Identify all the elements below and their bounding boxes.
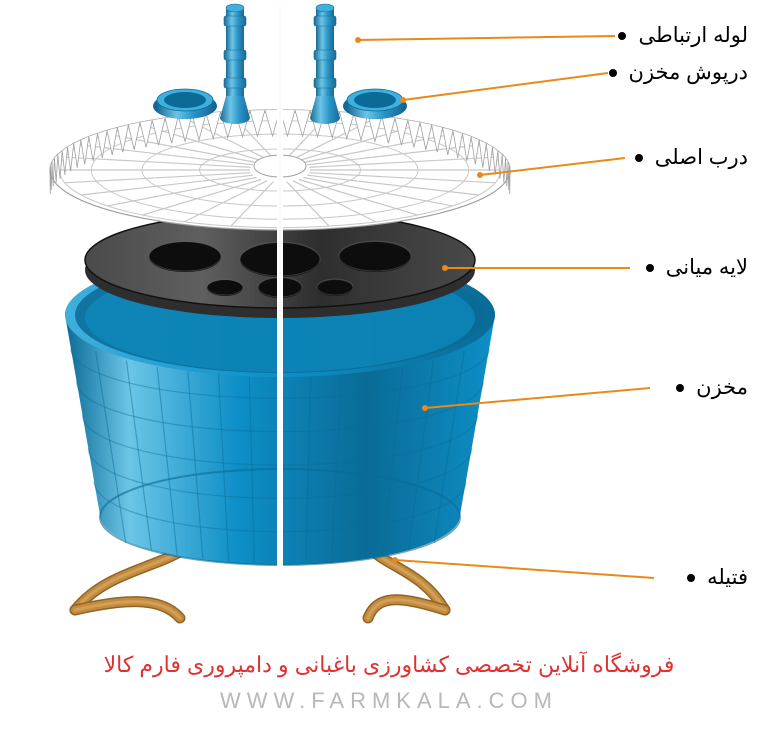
label-item-5: فتیله: [687, 565, 748, 590]
footer-main: فروشگاه آنلاین تخصصی کشاورزی باغبانی و د…: [0, 652, 778, 678]
label-text: درب اصلی: [655, 145, 748, 170]
label-item-1: درپوش مخزن: [609, 60, 748, 85]
label-item-0: لوله ارتباطی: [618, 23, 748, 48]
bullet-icon: [609, 69, 617, 77]
bullet-icon: [676, 384, 684, 392]
label-text: لایه میانی: [666, 255, 748, 280]
label-item-3: لایه میانی: [646, 255, 748, 280]
label-text: درپوش مخزن: [629, 60, 748, 85]
bullet-icon: [618, 32, 626, 40]
diagram-canvas: [0, 0, 778, 736]
label-item-2: درب اصلی: [635, 145, 748, 170]
label-item-4: مخزن: [676, 375, 748, 400]
footer-url: WWW.FARMKALA.COM: [0, 688, 778, 714]
bullet-icon: [635, 154, 643, 162]
label-text: مخزن: [696, 375, 748, 400]
bullet-icon: [646, 264, 654, 272]
bullet-icon: [687, 574, 695, 582]
label-text: لوله ارتباطی: [638, 23, 748, 48]
label-text: فتیله: [707, 565, 748, 590]
